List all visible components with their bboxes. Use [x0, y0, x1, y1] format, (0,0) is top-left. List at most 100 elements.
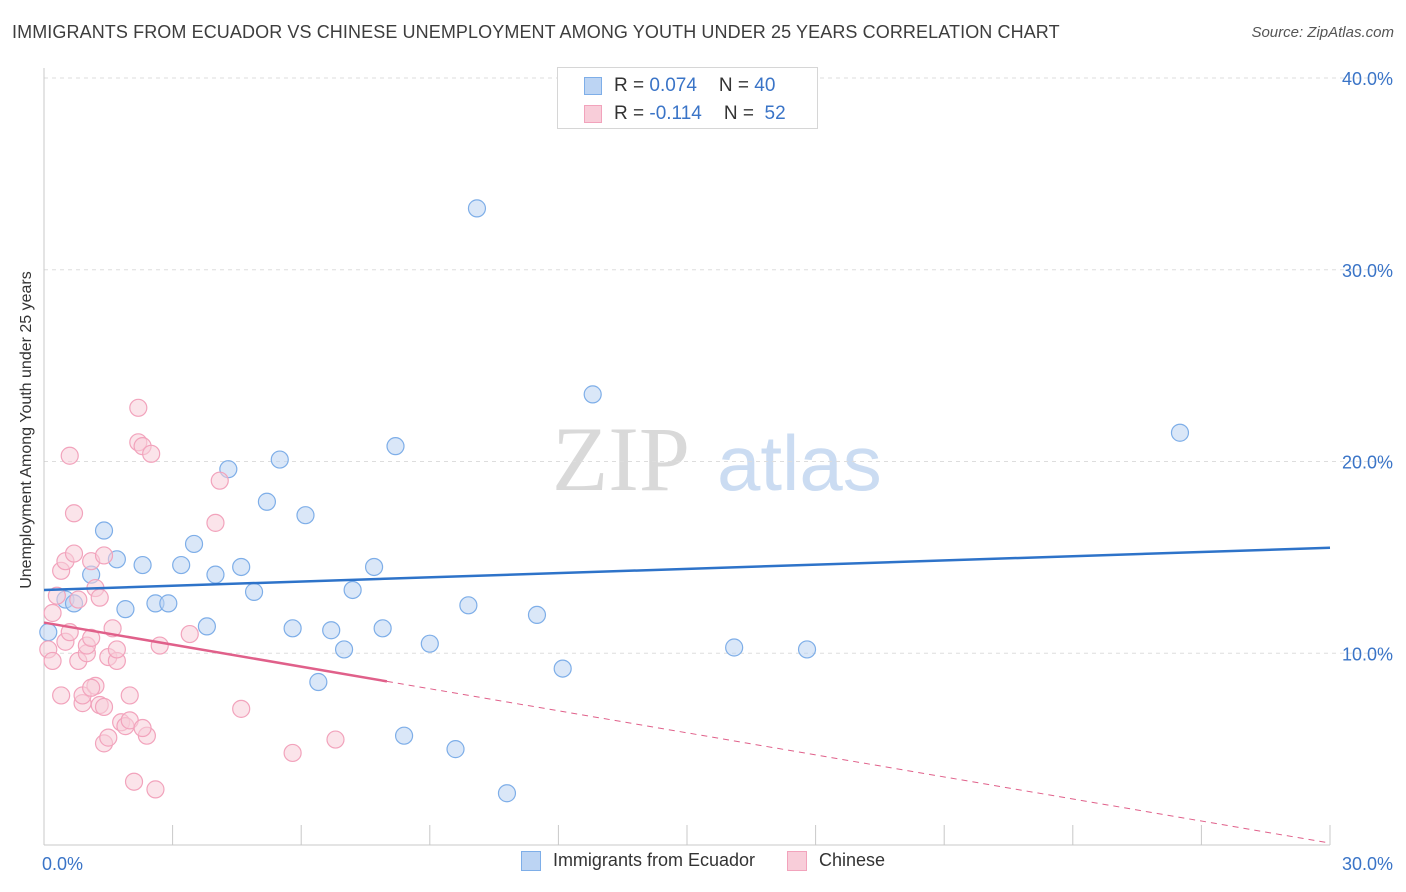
y-tick-label-30: 30.0% — [1342, 261, 1393, 281]
ecuador-point-24 — [343, 580, 362, 600]
chinese-point-29 — [107, 640, 126, 659]
x-tick-label-left: 0.0% — [42, 854, 83, 874]
chinese-point-3 — [47, 586, 66, 605]
trend-lines — [43, 546, 1331, 844]
ecuador-point-19 — [283, 619, 302, 638]
stats-row-chinese: R = -0.114 N = 52 — [584, 101, 786, 127]
ecuador-point-15 — [232, 557, 251, 577]
ecuador-point-12 — [197, 617, 216, 636]
ecuador-point-29 — [420, 634, 439, 653]
ecuador-point-11 — [184, 534, 204, 554]
grid-lines — [44, 77, 1390, 654]
chinese-point-42 — [180, 624, 199, 644]
ecuador-point-25 — [364, 557, 384, 577]
stats-row-ecuador: R = 0.074 N = 40 — [584, 73, 775, 99]
chinese-point-46 — [283, 743, 302, 763]
chinese-point-48 — [69, 590, 88, 609]
chinese-point-34 — [124, 772, 144, 791]
chinese-point-21 — [90, 588, 109, 607]
chinese-point-10 — [64, 504, 84, 523]
ecuador-point-37 — [725, 638, 744, 657]
watermark-atlas: atlas — [717, 419, 882, 507]
ecuador-n-value: 40 — [754, 75, 776, 96]
ecuador-point-35 — [553, 659, 572, 678]
ecuador-trend-line — [43, 546, 1331, 592]
chinese-point-51 — [82, 678, 101, 697]
ecuador-point-31 — [459, 596, 478, 615]
chinese-point-5 — [52, 686, 71, 705]
ecuador-point-23 — [334, 640, 354, 659]
chinese-point-23 — [94, 546, 114, 565]
ecuador-point-22 — [322, 621, 341, 640]
x-ticks — [43, 825, 1331, 845]
ecuador-point-4 — [94, 521, 114, 540]
chinese-trend-line-extension — [386, 680, 1331, 844]
chinese-point-50 — [133, 718, 152, 738]
ecuador-point-30 — [446, 740, 465, 759]
chinese-r-value: -0.114 — [649, 103, 702, 124]
n-label: N = — [718, 75, 755, 96]
chinese-point-45 — [232, 699, 251, 718]
ecuador-point-6 — [116, 600, 135, 619]
legend-item-chinese: Chinese — [787, 850, 885, 871]
ecuador-point-18 — [270, 450, 289, 469]
y-axis-label-container: Unemployment Among Youth under 25 years — [12, 130, 42, 730]
y-tick-label-40: 40.0% — [1342, 69, 1393, 89]
ecuador-point-36 — [583, 385, 602, 404]
legend-label-chinese: Chinese — [819, 850, 886, 870]
ecuador-point-21 — [309, 672, 328, 692]
chinese-point-44 — [210, 471, 229, 490]
chinese-point-39 — [142, 444, 161, 463]
ecuador-point-20 — [296, 506, 315, 525]
chinese-point-2 — [43, 603, 62, 623]
chinese-point-9 — [60, 446, 79, 465]
ecuador-swatch — [584, 77, 602, 95]
y-tick-label-20: 20.0% — [1342, 453, 1393, 473]
y-tick-label-10: 10.0% — [1342, 644, 1393, 664]
ecuador-point-34 — [527, 605, 547, 625]
legend-swatch-ecuador — [520, 850, 541, 871]
r-label: R = — [614, 103, 650, 124]
chinese-point-49 — [94, 697, 114, 717]
ecuador-point-17 — [257, 492, 277, 511]
chinese-point-33 — [120, 686, 139, 705]
chinese-trend-line — [43, 621, 388, 683]
x-tick-label-right: 30.0% — [1342, 854, 1393, 874]
watermark-zip: ZIP — [552, 408, 690, 510]
series-chinese-points — [39, 398, 345, 799]
chinese-point-11 — [64, 544, 84, 563]
ecuador-point-0 — [39, 623, 58, 642]
ecuador-point-9 — [159, 594, 178, 613]
chinese-point-40 — [146, 780, 165, 799]
chinese-swatch — [584, 105, 602, 123]
ecuador-point-27 — [386, 437, 405, 456]
ecuador-point-7 — [133, 555, 152, 575]
ecuador-point-13 — [206, 565, 225, 584]
chinese-n-value: 52 — [764, 103, 786, 124]
n-label: N = — [723, 103, 765, 124]
ecuador-point-28 — [394, 726, 414, 745]
chinese-point-1 — [43, 651, 62, 671]
ecuador-point-26 — [373, 619, 392, 638]
y-tick-labels: 10.0% 20.0% 30.0% 40.0% — [1342, 69, 1393, 664]
ecuador-point-33 — [497, 784, 517, 803]
r-label: R = — [614, 75, 650, 96]
chinese-point-41 — [150, 636, 169, 655]
ecuador-r-value: 0.074 — [649, 75, 697, 96]
series-legend: Immigrants from Ecuador Chinese — [0, 850, 1406, 871]
chinese-point-26 — [99, 728, 118, 747]
series-ecuador-points — [39, 199, 1190, 803]
ecuador-point-16 — [244, 582, 264, 601]
ecuador-point-38 — [797, 640, 817, 659]
chart-title: IMMIGRANTS FROM ECUADOR VS CHINESE UNEMP… — [12, 22, 1060, 42]
legend-label-ecuador: Immigrants from Ecuador — [552, 850, 755, 870]
legend-swatch-chinese — [787, 850, 807, 871]
chinese-point-47 — [326, 730, 345, 749]
stats-legend: R = 0.074 N = 40 R = -0.114 N = 52 — [557, 67, 818, 129]
y-axis-label: Unemployment Among Youth under 25 years — [18, 271, 35, 589]
chinese-point-35 — [129, 398, 148, 417]
watermark: ZIP atlas — [552, 408, 882, 510]
ecuador-point-39 — [1170, 423, 1190, 442]
ecuador-point-10 — [172, 555, 191, 575]
